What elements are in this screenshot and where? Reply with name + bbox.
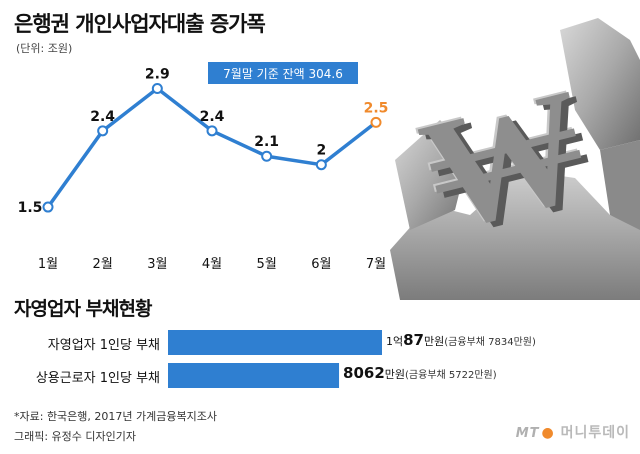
x-tick-label: 3월: [147, 257, 167, 272]
data-label: 1.5: [18, 200, 43, 216]
data-label: 2.5: [364, 100, 389, 116]
data-label: 2.9: [145, 66, 170, 82]
x-tick-label: 5월: [257, 257, 277, 272]
data-label: 2: [316, 143, 326, 159]
value-number: 87: [403, 331, 424, 349]
data-label: 2.4: [90, 109, 115, 125]
bar-value-label-self-employed: 1억87만원(금융부채 7834만원): [386, 331, 536, 349]
brand-dot-icon: ●: [541, 425, 555, 441]
x-tick-label: 6월: [311, 257, 331, 272]
data-label: 2.1: [254, 134, 279, 150]
data-label: 2.4: [200, 109, 225, 125]
unit-label: (단위: 조원): [16, 42, 73, 55]
value-prefix: 1억: [386, 335, 404, 348]
balance-callout: 7월말 기준 잔액 304.6: [208, 62, 358, 84]
x-tick-label: 7월: [366, 257, 386, 272]
source-note: *자료: 한국은행, 2017년 가계금융복지조사: [14, 410, 217, 423]
graphic-credit: 그래픽: 유정수 디자인기자: [14, 430, 137, 443]
bar-value-label-employee: 8062만원(금융부채 5722만원): [343, 364, 497, 382]
value-number: 8062: [343, 364, 385, 382]
data-point: [97, 125, 109, 137]
data-point: [370, 116, 382, 128]
bar-chart-title: 자영업자 부채현황: [14, 298, 152, 320]
brand-name: 머니투데이: [560, 425, 630, 441]
data-point: [206, 125, 218, 137]
chart-title: 은행권 개인사업자대출 증가폭: [14, 12, 266, 36]
data-point: [42, 201, 54, 213]
x-tick-label: 2월: [93, 257, 113, 272]
brand-logo: MT ● 머니투데이: [516, 422, 630, 442]
x-tick-label: 4월: [202, 257, 222, 272]
value-note: (금융부채 5722만원): [405, 370, 497, 381]
value-unit: 만원: [384, 368, 406, 381]
bar: [168, 363, 340, 388]
value-note: (금융부채 7834만원): [444, 337, 536, 348]
bar-category-label-self-employed: 자영업자 1인당 부채: [47, 338, 160, 353]
brand-mt: MT: [515, 426, 540, 441]
bar: [168, 330, 382, 355]
data-point: [151, 82, 163, 94]
bar-category-label-employee: 상용근로자 1인당 부채: [35, 371, 160, 386]
data-point: [261, 150, 273, 162]
x-tick-label: 1월: [38, 257, 58, 272]
value-unit: 만원: [424, 335, 445, 348]
data-point: [315, 159, 327, 171]
